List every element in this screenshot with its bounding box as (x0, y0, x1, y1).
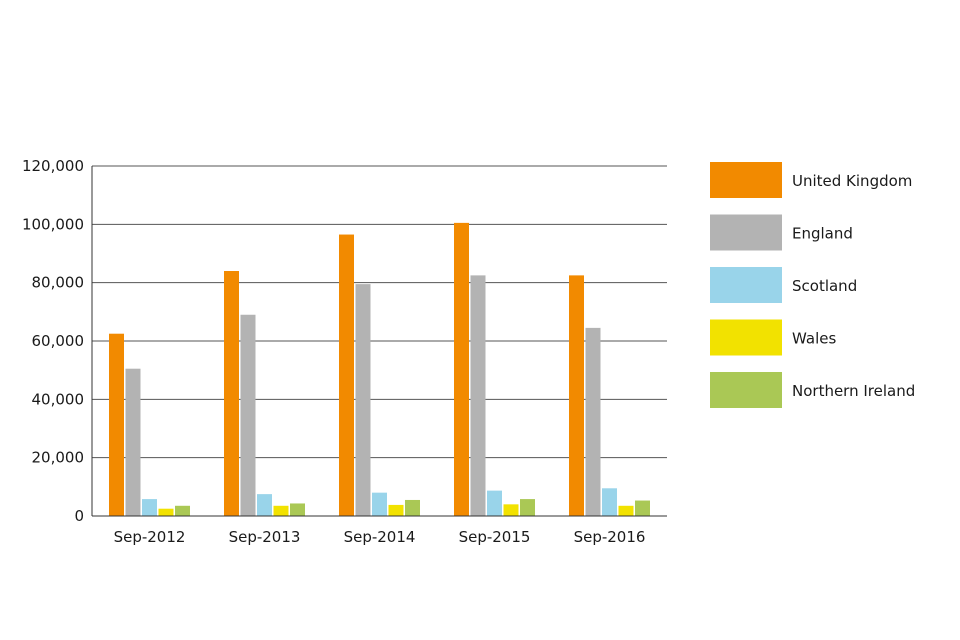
bar-wales-sep-2012 (158, 508, 174, 516)
legend-item-scotland: Scotland (710, 267, 857, 303)
x-tick-label-1: Sep-2013 (229, 528, 301, 546)
bar-northern-ireland-sep-2016 (635, 500, 650, 516)
y-tick-label-4: 80,000 (32, 274, 85, 292)
bar-united-kingdom-sep-2012 (109, 333, 124, 516)
y-tick-label-3: 60,000 (32, 332, 85, 350)
x-tick-label-0: Sep-2012 (114, 528, 186, 546)
x-axis-ticks: Sep-2012 Sep-2013 Sep-2014 Sep-2015 Sep-… (114, 528, 646, 546)
bar-wales-sep-2013 (273, 505, 289, 516)
legend-label-united-kingdom: United Kingdom (792, 172, 912, 190)
bar-wales-sep-2016 (618, 505, 634, 516)
bars (109, 222, 650, 516)
x-tick-label-4: Sep-2016 (574, 528, 646, 546)
legend: United Kingdom England Scotland Wales No… (710, 162, 915, 408)
legend-label-northern-ireland: Northern Ireland (792, 382, 915, 400)
bar-northern-ireland-sep-2015 (520, 499, 535, 516)
y-tick-label-2: 40,000 (32, 390, 85, 408)
bar-northern-ireland-sep-2012 (175, 505, 190, 516)
bar-wales-sep-2014 (388, 504, 404, 516)
bar-united-kingdom-sep-2016 (569, 275, 584, 516)
legend-label-wales: Wales (792, 330, 836, 348)
bar-england-sep-2014 (355, 284, 371, 516)
legend-swatch-scotland (710, 267, 782, 303)
bar-united-kingdom-sep-2013 (224, 271, 239, 516)
legend-label-scotland: Scotland (792, 277, 857, 295)
y-tick-label-6: 120,000 (22, 157, 84, 175)
legend-item-northern-ireland: Northern Ireland (710, 372, 915, 408)
y-axis-ticks: 0 20,000 40,000 60,000 80,000 100,000 12… (22, 157, 84, 525)
legend-label-england: England (792, 225, 853, 243)
y-tick-label-1: 20,000 (32, 449, 85, 467)
legend-swatch-united-kingdom (710, 162, 782, 198)
bar-northern-ireland-sep-2013 (290, 503, 305, 516)
legend-swatch-northern-ireland (710, 372, 782, 408)
x-tick-label-2: Sep-2014 (344, 528, 416, 546)
bar-scotland-sep-2013 (257, 494, 272, 516)
legend-item-england: England (710, 214, 853, 251)
bar-wales-sep-2015 (503, 504, 519, 516)
legend-item-united-kingdom: United Kingdom (710, 162, 912, 198)
legend-swatch-england (710, 214, 782, 251)
bar-scotland-sep-2015 (487, 490, 502, 516)
bar-england-sep-2012 (125, 368, 141, 516)
legend-swatch-wales (710, 319, 782, 356)
bar-scotland-sep-2012 (142, 499, 157, 516)
bar-england-sep-2013 (240, 314, 256, 516)
legend-item-wales: Wales (710, 319, 836, 356)
bar-united-kingdom-sep-2014 (339, 234, 354, 516)
y-tick-label-0: 0 (74, 507, 84, 525)
bar-scotland-sep-2014 (372, 492, 387, 516)
bar-england-sep-2016 (585, 327, 601, 516)
x-tick-label-3: Sep-2015 (459, 528, 531, 546)
bar-scotland-sep-2016 (602, 488, 617, 516)
bar-northern-ireland-sep-2014 (405, 499, 420, 516)
y-tick-label-5: 100,000 (22, 215, 84, 233)
bar-england-sep-2015 (470, 275, 486, 516)
bar-united-kingdom-sep-2015 (454, 222, 469, 516)
